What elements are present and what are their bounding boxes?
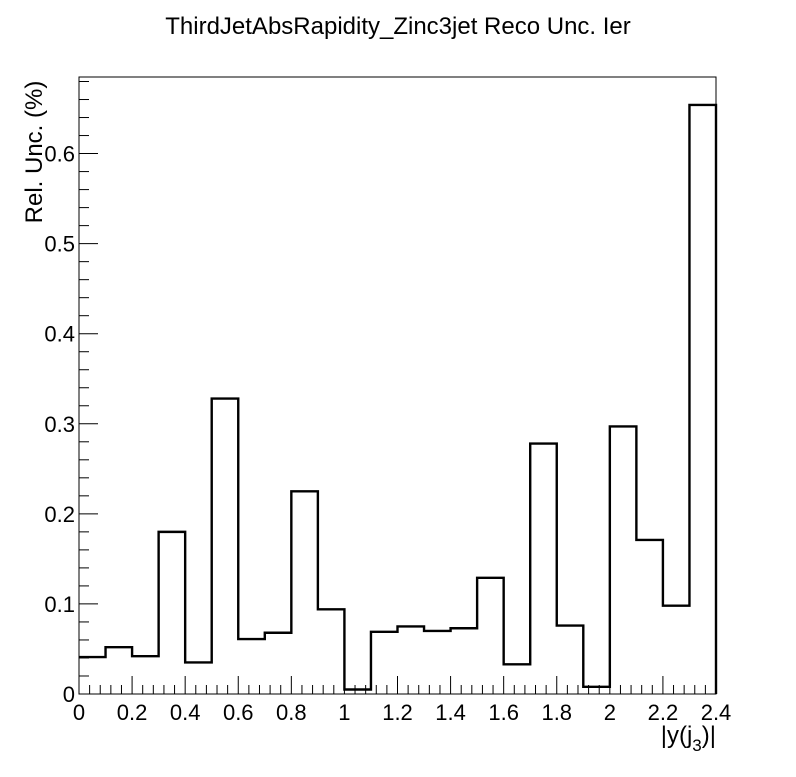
y-tick-label: 0.3: [44, 412, 75, 437]
x-tick-label: 0.6: [223, 700, 254, 725]
histogram-bins: [79, 105, 716, 694]
x-tick-label: 1.2: [382, 700, 413, 725]
histogram-bin: [79, 657, 106, 694]
y-axis-tick-labels: 0 0.1 0.2 0.3 0.4 0.5 0.6: [44, 142, 75, 707]
histogram-bin: [451, 628, 478, 694]
histogram-bin: [477, 578, 504, 694]
histogram-bin: [291, 491, 318, 694]
histogram-series-line: [79, 103, 718, 694]
histogram-bin: [424, 631, 451, 694]
x-tick-label: 1: [338, 700, 350, 725]
histogram-bin: [185, 662, 212, 694]
x-axis-label-suffix: )|: [702, 722, 716, 749]
x-tick-label: 1.6: [488, 700, 519, 725]
histogram-bin: [689, 105, 716, 694]
y-tick-label: 0.1: [44, 592, 75, 617]
y-tick-label: 0.6: [44, 142, 75, 167]
y-tick-label: 0.5: [44, 232, 75, 257]
histogram-bin: [610, 426, 637, 694]
histogram-bin: [504, 664, 531, 694]
histogram-bin: [583, 687, 610, 694]
histogram-bin: [318, 609, 345, 694]
histogram-bin: [132, 656, 159, 694]
x-tick-label: 0.2: [117, 700, 148, 725]
x-axis-label-subscript: 3: [692, 736, 701, 755]
x-axis-ticks: [78, 676, 717, 694]
x-tick-label: 0.8: [276, 700, 307, 725]
x-axis-label-main: |y(j: [661, 722, 693, 749]
histogram-bin: [159, 532, 186, 694]
y-tick-label: 0: [63, 682, 75, 707]
histogram-bin: [106, 647, 133, 694]
histogram-bin: [636, 540, 663, 694]
histogram-bin: [663, 606, 690, 694]
histogram-bin: [344, 689, 371, 694]
histogram-bin: [530, 444, 557, 694]
x-axis-label: |y(j3)|: [661, 722, 716, 755]
histogram-bin: [238, 639, 265, 694]
histogram-bin: [212, 399, 239, 694]
x-tick-label: 0: [73, 700, 85, 725]
histogram-bin: [557, 626, 584, 694]
y-tick-label: 0.4: [44, 322, 75, 347]
x-tick-label: 0.4: [170, 700, 201, 725]
histogram-bin: [398, 626, 425, 694]
y-axis-ticks: [79, 81, 98, 695]
x-axis-tick-labels: 0 0.2 0.4 0.6 0.8 1 1.2 1.4 1.6 1.8 2 2.2 2.4: [73, 700, 731, 725]
x-tick-label: 1.4: [435, 700, 466, 725]
y-tick-label: 0.2: [44, 502, 75, 527]
histogram-bin: [371, 632, 398, 694]
x-tick-label: 1.8: [541, 700, 572, 725]
x-tick-label: 2.2: [648, 700, 679, 725]
histogram-bin: [265, 633, 292, 694]
x-tick-label: 2.4: [701, 700, 732, 725]
x-tick-label: 2: [604, 700, 616, 725]
y-axis-label: Rel. Unc. (%): [21, 81, 48, 224]
chart-title: ThirdJetAbsRapidity_Zinc3jet Reco Unc. I…: [165, 13, 631, 40]
